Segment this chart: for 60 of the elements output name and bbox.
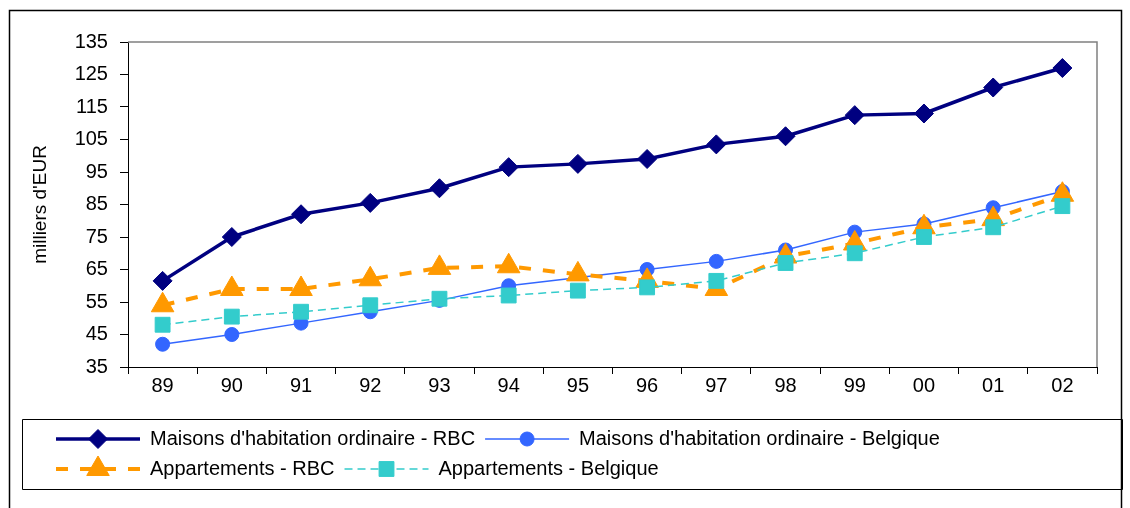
- legend-label: Maisons d'habitation ordinaire - RBC: [150, 426, 476, 449]
- point: [291, 204, 312, 225]
- point: [706, 134, 727, 155]
- point: [708, 272, 725, 289]
- x-tick-label: 90: [220, 373, 243, 396]
- y-tick-label: 125: [74, 62, 108, 85]
- x-tick-label: 99: [843, 373, 866, 396]
- x-tick-label: 97: [705, 373, 728, 396]
- x-tick-label: 98: [774, 373, 797, 396]
- y-tick-label: 85: [85, 192, 108, 215]
- point: [1054, 198, 1071, 215]
- x-tick-label: 94: [497, 373, 520, 396]
- point: [777, 255, 794, 271]
- x-tick-label: 89: [151, 373, 174, 396]
- point: [567, 153, 588, 174]
- point: [639, 279, 656, 296]
- point: [708, 253, 724, 269]
- point: [846, 245, 863, 262]
- y-tick-label: 115: [76, 94, 108, 117]
- x-tick-label: 00: [912, 373, 936, 396]
- y-axis-title: milliers d'EUR: [28, 145, 50, 264]
- y-tick-label: 35: [85, 354, 108, 377]
- y-tick-label: 45: [85, 322, 108, 345]
- point: [637, 149, 658, 169]
- y-tick-label: 135: [74, 29, 108, 52]
- point: [500, 287, 517, 304]
- y-tick-label: 65: [85, 257, 108, 280]
- legend-label: Maisons d'habitation ordinaire - Belgique: [579, 426, 940, 449]
- x-tick-label: 91: [289, 373, 313, 396]
- point: [429, 178, 450, 199]
- legend-label: Appartements - Belgique: [438, 456, 659, 479]
- point: [569, 282, 586, 299]
- point: [983, 77, 1004, 98]
- point: [293, 303, 309, 320]
- point: [362, 297, 379, 314]
- x-tick-label: 93: [428, 373, 451, 396]
- x-tick-label: 01: [982, 373, 1005, 396]
- x-tick-label: 95: [566, 373, 590, 396]
- y-tick-label: 105: [74, 127, 108, 150]
- point: [360, 192, 381, 213]
- point: [221, 227, 242, 247]
- x-tick-label: 96: [635, 373, 659, 396]
- point: [155, 336, 171, 352]
- point: [985, 219, 1002, 236]
- y-tick-label: 75: [85, 224, 108, 247]
- point: [498, 157, 519, 178]
- point: [844, 105, 865, 126]
- legend-label: Appartements - RBC: [150, 456, 335, 479]
- x-tick-label: 02: [1051, 373, 1074, 396]
- point: [1052, 58, 1073, 78]
- y-tick-label: 95: [85, 159, 108, 182]
- point: [224, 327, 240, 342]
- point: [775, 126, 796, 147]
- y-tick-label: 55: [85, 289, 108, 312]
- point: [223, 308, 240, 325]
- point: [154, 316, 171, 333]
- point: [152, 270, 173, 291]
- x-tick-label: 92: [359, 373, 382, 396]
- point: [916, 229, 932, 245]
- point: [913, 103, 934, 124]
